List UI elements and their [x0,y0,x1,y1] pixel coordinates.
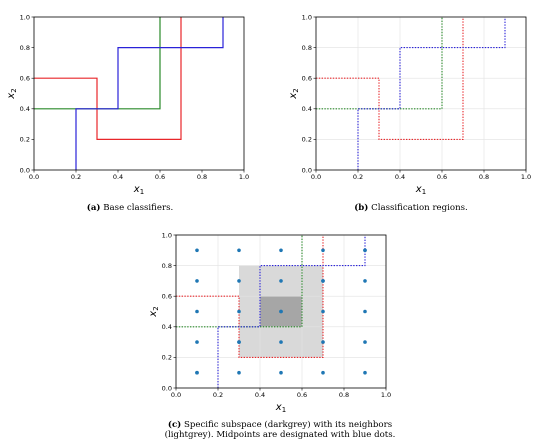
x-axis-label-sub: 1 [282,406,286,414]
midpoint-dot [321,370,325,375]
series-line-0 [176,235,324,358]
y-axis-label: x2 [148,306,160,317]
midpoint-dot [279,309,283,314]
midpoint-dot [321,248,325,253]
x-tick-label: 0.0 [171,391,181,399]
midpoint-dot [195,340,199,344]
midpoint-dot [195,370,199,375]
series-line-2 [357,17,506,170]
caption-c-tag: (c) [167,420,182,430]
x-tick-label: 0.6 [437,173,447,181]
midpoint-dot [279,279,283,283]
x-axis-label: x1 [133,184,144,196]
plot-frame [315,16,527,171]
x-tick-label: 0.4 [395,173,405,181]
y-tick-label: 0.2 [302,136,312,144]
y-tick-label: 0.6 [162,293,172,301]
y-tick-label: 0.0 [20,166,30,174]
y-tick-label: 0.6 [20,75,30,83]
midpoint-dot [237,340,241,344]
caption-b: (b) Classification regions. [316,203,506,213]
y-axis-label-sub: 2 [292,88,300,92]
midpoint-dot [279,370,283,375]
y-axis-label: x2 [288,88,300,99]
caption-b-text: Classification regions. [371,203,468,213]
midpoint-dot [195,248,199,253]
y-tick-label: 0.8 [20,44,30,52]
midpoint-dot [237,370,241,375]
caption-c-line2: (lightgrey). Midpoints are designated wi… [164,430,396,440]
y-tick-label: 1.0 [302,13,312,21]
midpoint-dot [321,340,325,344]
x-axis-label-sub: 1 [140,188,144,196]
y-tick-label: 1.0 [162,231,172,239]
midpoint-dot [363,309,367,314]
midpoint-dot [195,279,199,283]
midpoint-dot [279,248,283,253]
series-line-1 [316,17,443,110]
caption-b-tag: (b) [354,203,369,213]
x-tick-label: 0.0 [29,173,39,181]
y-tick-label: 0.4 [162,323,172,331]
y-tick-label: 0.2 [162,354,172,362]
midpoint-dot [321,279,325,283]
midpoint-dot [363,370,367,375]
y-tick-label: 0.8 [302,44,312,52]
x-tick-label: 0.2 [71,173,81,181]
x-axis-label: x1 [415,184,426,196]
midpoint-dot [363,248,367,253]
y-tick-label: 0.2 [20,136,30,144]
y-tick-label: 0.6 [302,75,312,83]
panel-c: 0.0 0.2 0.4 0.6 0.8 1.0 0.0 0.2 0.4 0.6 0.8 1.0 x1 x2 [148,231,391,414]
y-tick-label: 0.8 [162,262,172,270]
x-axis-label: x1 [275,402,286,414]
caption-a: (a) Base classifiers. [35,203,225,213]
series-line-0 [34,17,182,140]
caption-a-text: Base classifiers. [103,203,174,213]
y-axis-label-sub: 2 [152,306,160,310]
series-line-2 [217,235,366,388]
caption-a-tag: (a) [86,203,101,213]
x-tick-label: 1.0 [381,391,391,399]
panel-a: 0.0 0.2 0.4 0.6 0.8 1.0 0.0 0.2 0.4 0.6 0.8 1.0 x1 x2 [6,13,249,196]
y-tick-label: 0.4 [20,105,30,113]
x-tick-label: 0.4 [255,391,265,399]
x-axis-label-sub: 1 [422,188,426,196]
x-tick-label: 0.4 [113,173,123,181]
midpoint-dot [237,309,241,314]
x-tick-label: 1.0 [521,173,531,181]
plot-frame [175,234,387,389]
x-tick-label: 0.6 [297,391,307,399]
y-axis-label-sub: 2 [10,88,18,92]
midpoint-dot [237,248,241,253]
x-tick-label: 0.2 [213,391,223,399]
x-tick-label: 0.8 [339,391,349,399]
x-tick-label: 1.0 [239,173,249,181]
x-tick-label: 0.8 [479,173,489,181]
y-tick-label: 0.0 [162,384,172,392]
plot-frame [33,16,245,171]
y-tick-label: 1.0 [20,13,30,21]
panel-b: 0.0 0.2 0.4 0.6 0.8 1.0 0.0 0.2 0.4 0.6 0.8 1.0 x1 x2 [288,13,531,196]
y-tick-label: 0.4 [302,105,312,113]
series-line-0 [316,17,464,140]
series-line-2 [75,17,224,170]
series-line-1 [176,235,303,328]
midpoint-dot [195,309,199,314]
midpoint-dot [237,279,241,283]
midpoint-dot [279,340,283,344]
y-axis-label: x2 [6,88,18,99]
x-tick-label: 0.0 [311,173,321,181]
midpoint-dot [363,279,367,283]
midpoint-dot [321,309,325,314]
y-tick-label: 0.0 [302,166,312,174]
caption-c-line1: Specific subspace (darkgrey) with its ne… [183,420,393,430]
x-tick-label: 0.2 [353,173,363,181]
midpoint-dot [363,340,367,344]
caption-c: (c) Specific subspace (darkgrey) with it… [140,420,420,440]
x-tick-label: 0.8 [197,173,207,181]
x-tick-label: 0.6 [155,173,165,181]
